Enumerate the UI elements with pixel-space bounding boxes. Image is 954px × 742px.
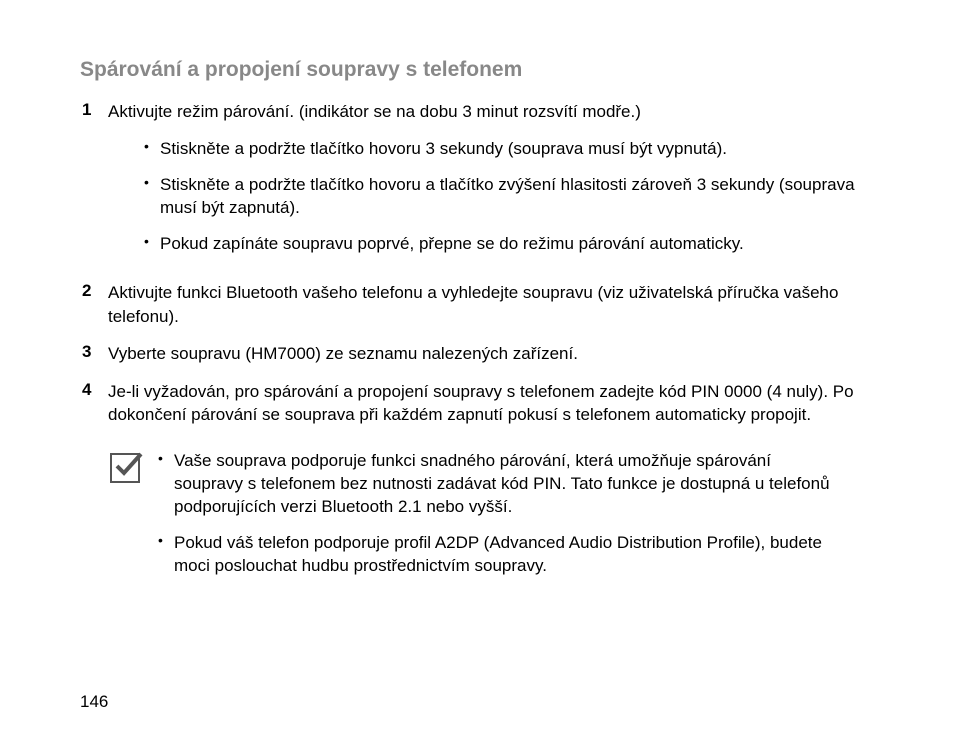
step-body: Aktivujte režim párování. (indikátor se … bbox=[108, 100, 874, 267]
sub-bullet: Stiskněte a podržte tlačítko hovoru 3 se… bbox=[144, 137, 874, 160]
step-text: Aktivujte funkci Bluetooth vašeho telefo… bbox=[108, 281, 874, 328]
section-heading: Spárování a propojení soupravy s telefon… bbox=[80, 58, 874, 82]
step-3: 3 Vyberte soupravu (HM7000) ze seznamu n… bbox=[80, 342, 874, 365]
step-text: Vyberte soupravu (HM7000) ze seznamu nal… bbox=[108, 342, 874, 365]
step-number: 2 bbox=[80, 281, 108, 301]
page-number: 146 bbox=[80, 692, 108, 712]
numbered-steps-list: 1 Aktivujte režim párování. (indikátor s… bbox=[80, 100, 874, 427]
step-1: 1 Aktivujte režim párování. (indikátor s… bbox=[80, 100, 874, 267]
sub-bullet: Stiskněte a podržte tlačítko hovoru a tl… bbox=[144, 173, 874, 220]
step-number: 3 bbox=[80, 342, 108, 362]
note-box: Vaše souprava podporuje funkci snadného … bbox=[80, 449, 874, 590]
sub-bullet: Pokud zapínáte soupravu poprvé, přepne s… bbox=[144, 232, 874, 255]
step-2: 2 Aktivujte funkci Bluetooth vašeho tele… bbox=[80, 281, 874, 328]
note-bullet: Vaše souprava podporuje funkci snadného … bbox=[158, 449, 844, 519]
step-number: 4 bbox=[80, 380, 108, 400]
note-list: Vaše souprava podporuje funkci snadného … bbox=[158, 449, 874, 590]
step-number: 1 bbox=[80, 100, 108, 120]
step-text: Je-li vyžadován, pro spárování a propoje… bbox=[108, 380, 874, 427]
step-1-sublist: Stiskněte a podržte tlačítko hovoru 3 se… bbox=[108, 137, 874, 255]
checkmark-icon bbox=[110, 453, 140, 483]
note-bullet: Pokud váš telefon podporuje profil A2DP … bbox=[158, 531, 844, 578]
step-4: 4 Je-li vyžadován, pro spárování a propo… bbox=[80, 380, 874, 427]
step-text: Aktivujte režim párování. (indikátor se … bbox=[108, 102, 641, 121]
